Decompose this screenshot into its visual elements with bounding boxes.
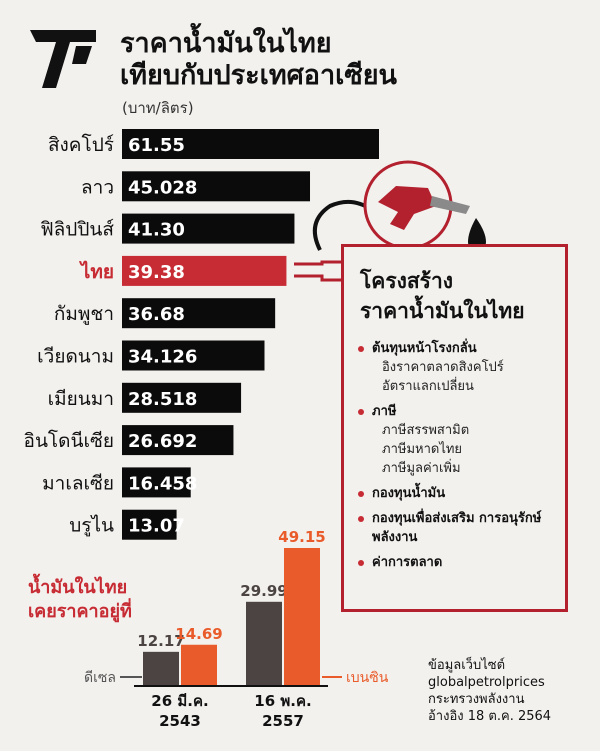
category-label: ฟิลิปปินส์ [40,219,114,241]
bullet-icon [358,409,364,415]
bar-8 [122,467,191,498]
page-title-line2: เทียบกับประเทศอาเซียน [120,60,397,91]
brand-logo [30,30,96,88]
category-label: เมียนมา [48,388,114,410]
history-value-label: 49.15 [278,528,325,546]
value-label: 13.07 [128,516,185,537]
structure-item-title: กองทุนน้ำมัน [372,486,446,501]
bar-6 [122,382,242,413]
value-label: 39.38 [128,262,185,283]
structure-item: ภาษีภาษีสรรพสามิตภาษีมหาดไทยภาษีมูลค่าเพ… [358,402,563,478]
panel-title-line2: ราคาน้ำมันในไทย [360,299,525,323]
bullet-icon [358,560,364,566]
structure-item-title: ต้นทุนหน้าโรงกลั่น [372,341,477,356]
category-label: ไทย [79,260,114,283]
bullet-icon [358,491,364,497]
source-line: globalpetrolprices [428,675,545,690]
bar-5 [122,340,265,371]
bar-2 [122,213,295,244]
source-line: อ้างอิง 18 ต.ค. 2564 [428,709,552,724]
history-bar [143,651,179,686]
source-line: ข้อมูลเว็บไซต์ [428,658,506,673]
structure-item: กองทุนเพื่อส่งเสริม การอนุรักษ์พลังงาน [358,509,563,547]
bar-7 [122,425,234,456]
structure-subitem: อัตราแลกเปลี่ยน [382,379,474,394]
source-line: กระทรวงพลังงาน [428,692,525,707]
legend-benzine: เบนซิน [346,670,389,686]
structure-item-title: ภาษี [372,404,397,419]
structure-subitem: ภาษีมหาดไทย [382,442,463,457]
panel-list: ต้นทุนหน้าโรงกลั่นอิงราคาตลาดสิงคโปร์อัต… [358,339,563,578]
legend-diesel: ดีเซล [84,670,116,686]
structure-subitem: อิงราคาตลาดสิงคโปร์ [382,360,504,375]
category-label: สิงคโปร์ [48,133,114,156]
value-label: 34.126 [128,347,197,368]
fuel-nozzle-icon [312,160,486,251]
bar-0 [122,129,379,159]
structure-item-title: กองทุนเพื่อส่งเสริม การอนุรักษ์พลังงาน [372,511,542,545]
value-label: 45.028 [128,177,197,198]
structure-item: ค่าการตลาด [358,553,563,572]
value-label: 16.458 [128,473,197,494]
structure-item: กองทุนน้ำมัน [358,484,563,503]
history-date-label: 26 มี.ค. [151,692,208,710]
category-label: ลาว [81,176,114,198]
value-label: 26.692 [128,431,197,452]
value-label: 61.55 [128,135,185,156]
bar-9 [122,509,177,540]
history-value-label: 14.69 [175,625,222,643]
history-year-label: 2557 [262,712,304,730]
category-label: บรูไน [69,515,114,537]
bar-3 [122,255,287,286]
value-label: 28.518 [128,389,197,410]
structure-item: ต้นทุนหน้าโรงกลั่นอิงราคาตลาดสิงคโปร์อัต… [358,339,563,396]
history-date-label: 16 พ.ค. [254,692,311,710]
category-label: มาเลเซีย [42,472,114,494]
history-bar [246,601,282,686]
unit-label: (บาท/ลิตร) [122,99,194,117]
history-title-line1: น้ำมันในไทย [28,577,128,598]
structure-subitem: ภาษีสรรพสามิต [382,423,470,438]
history-value-label: 12.17 [137,632,184,650]
bullet-icon [358,346,364,352]
history-year-label: 2543 [159,712,201,730]
category-label: เวียดนาม [37,346,114,368]
history-bar [181,644,217,686]
value-label: 36.68 [128,304,185,325]
page-title-line1: ราคาน้ำมันในไทย [120,28,332,59]
category-label: กัมพูชา [54,303,114,325]
bar-4 [122,298,276,329]
value-label: 41.30 [128,220,185,241]
connector-lines [294,260,341,282]
category-label: อินโดนีเซีย [24,429,114,452]
history-title-line2: เคยราคาอยู่ที่ [28,601,132,622]
structure-subitem: ภาษีมูลค่าเพิ่ม [382,461,461,476]
bar-1 [122,171,311,202]
history-bar [284,548,320,686]
history-value-label: 29.99 [240,582,287,600]
panel-title-line1: โครงสร้าง [360,269,454,293]
source-note: ข้อมูลเว็บไซต์ globalpetrolprices กระทรว… [428,657,551,725]
structure-item-title: ค่าการตลาด [372,555,443,570]
bullet-icon [358,516,364,522]
price-structure-panel: โครงสร้าง ราคาน้ำมันในไทย ต้นทุนหน้าโรงก… [341,244,568,612]
